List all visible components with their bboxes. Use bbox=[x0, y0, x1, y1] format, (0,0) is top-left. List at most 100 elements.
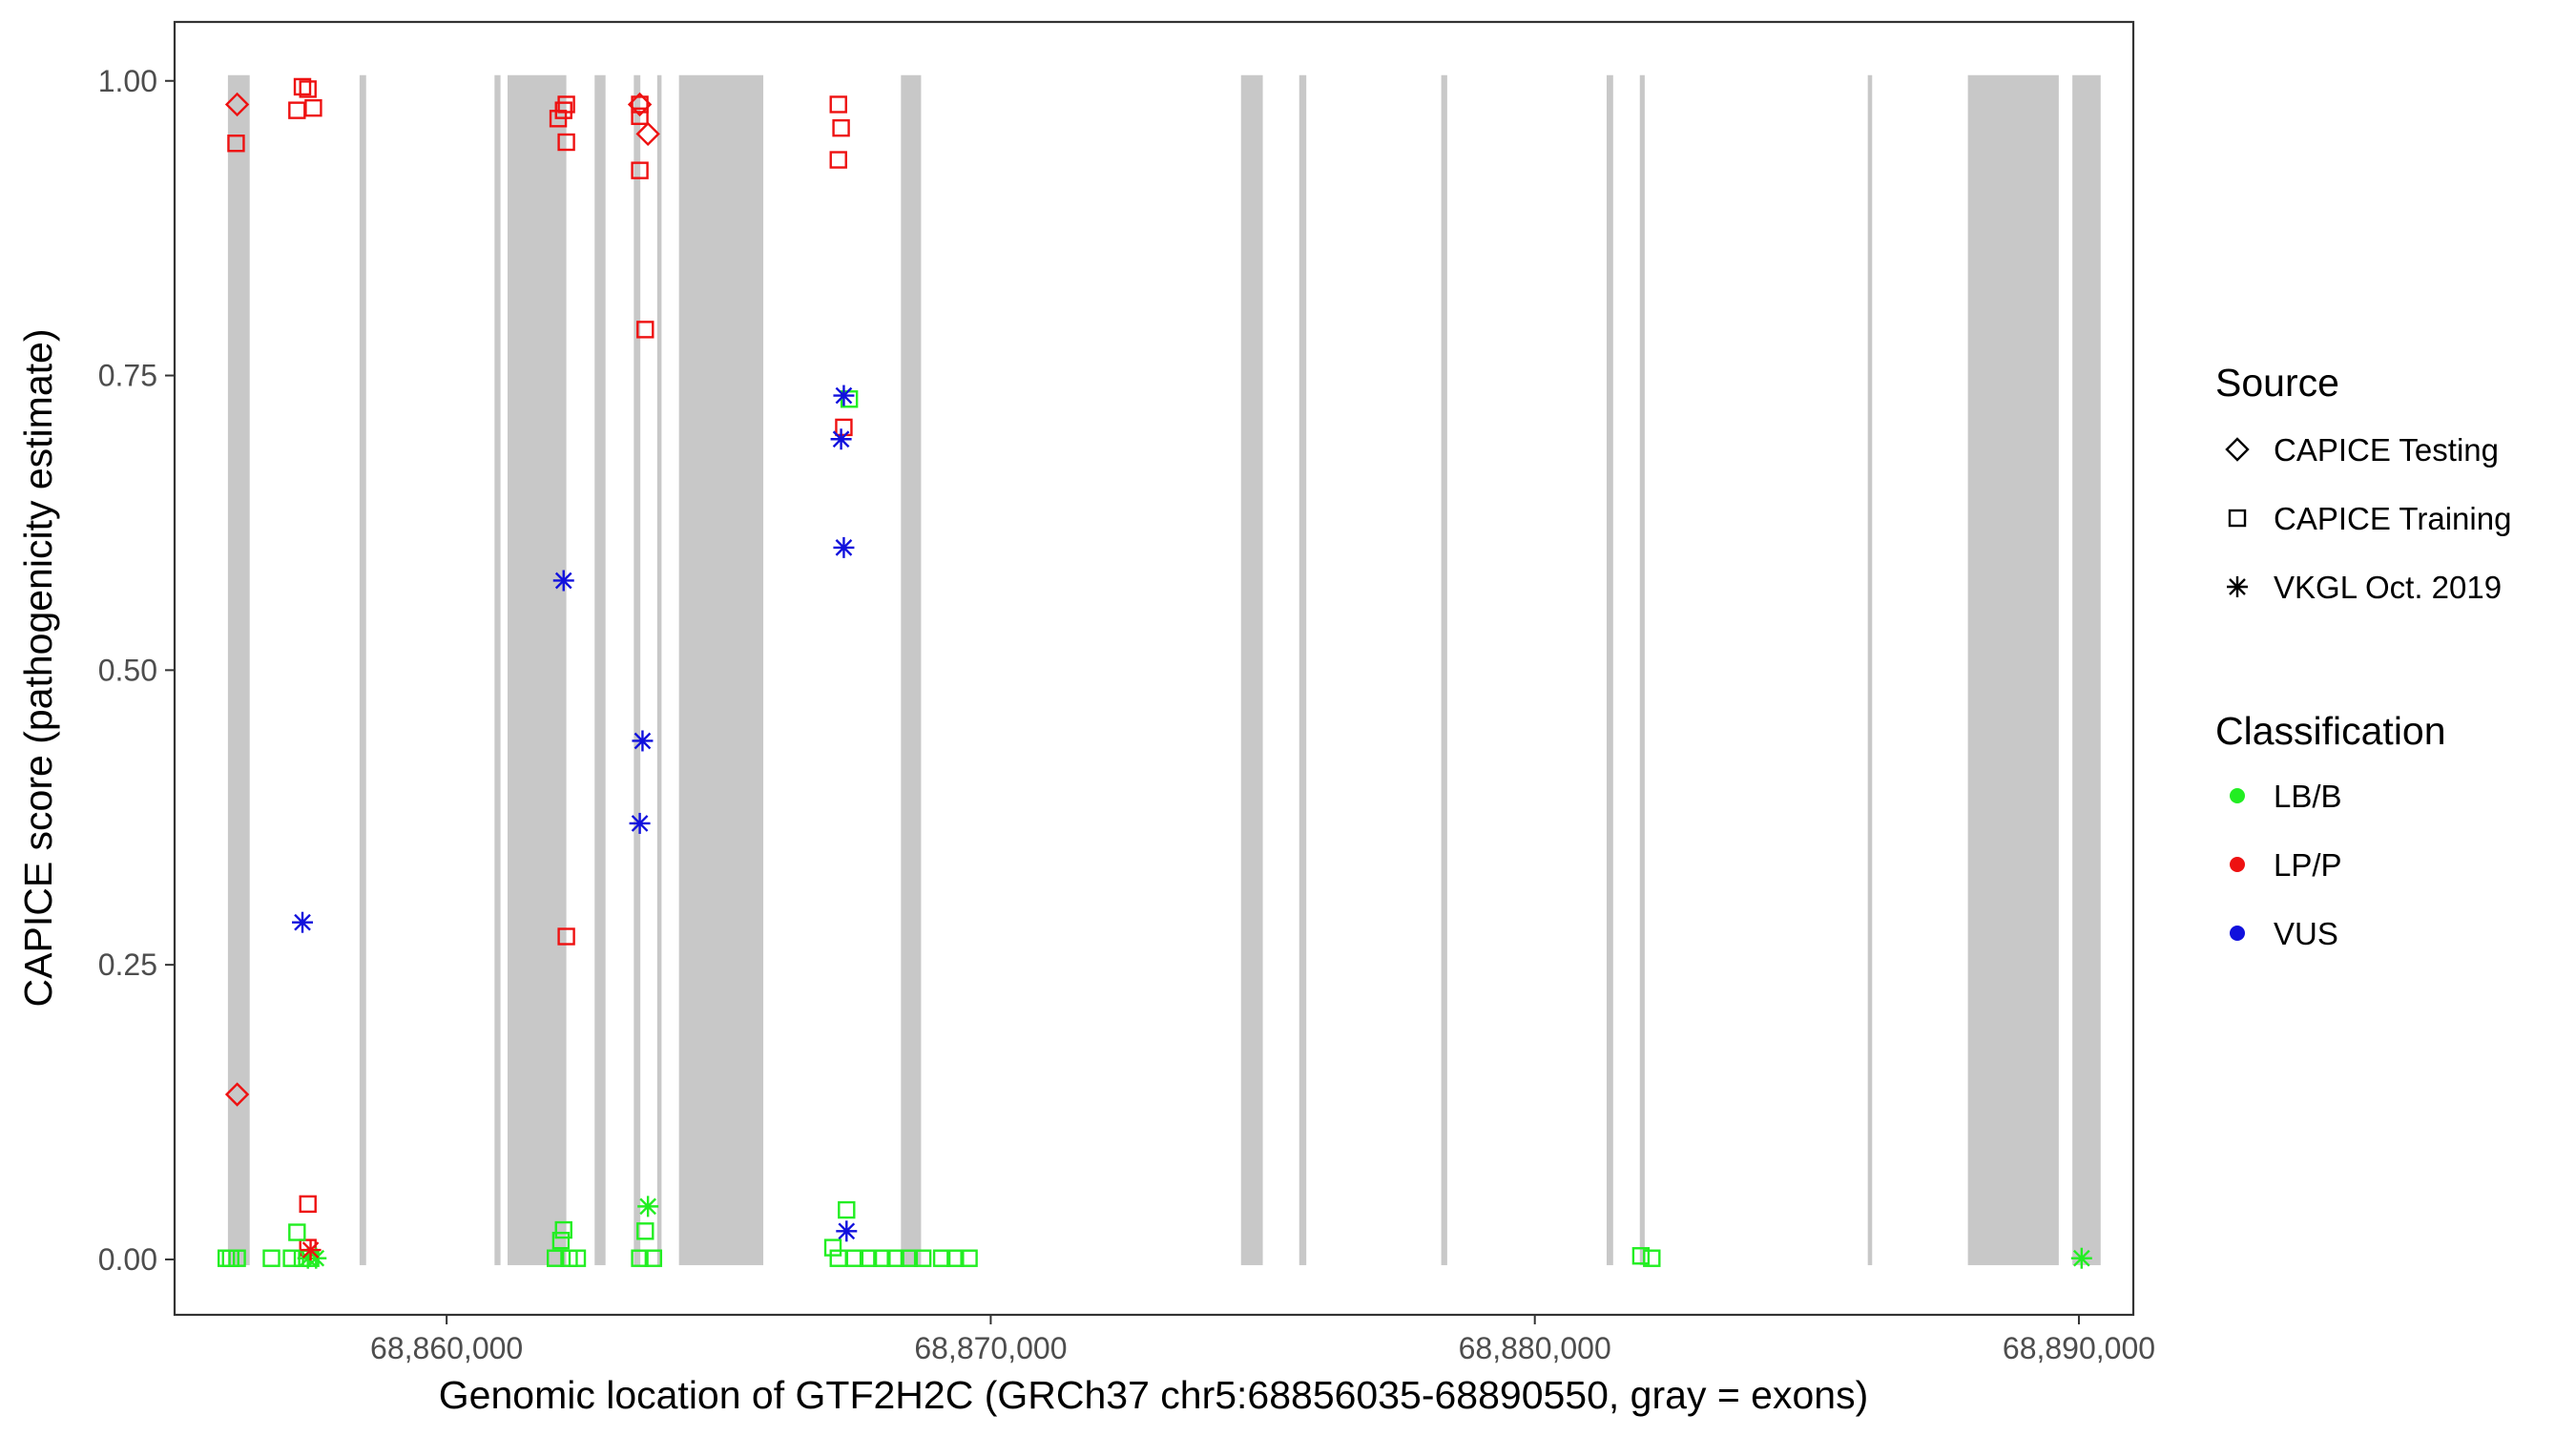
data-point bbox=[557, 95, 575, 114]
data-point bbox=[554, 101, 572, 119]
data-point bbox=[833, 385, 855, 406]
asterisk-stroke bbox=[294, 913, 311, 931]
y-tick-label: 0.25 bbox=[98, 947, 157, 982]
legend-classification-title: Classification bbox=[2215, 709, 2446, 753]
exon-band bbox=[1441, 74, 1447, 1265]
data-point bbox=[557, 927, 575, 946]
exon-band bbox=[494, 74, 501, 1265]
data-point bbox=[631, 161, 649, 179]
legend: Source Classification CAPICE Testing CAPI… bbox=[2215, 361, 2511, 951]
data-point bbox=[873, 1249, 891, 1267]
data-point bbox=[859, 1249, 878, 1267]
axes: 0.00 0.25 0.50 0.75 1.00 68,860,000 68,870,000… bbox=[98, 64, 2155, 1365]
data-point bbox=[631, 1249, 649, 1267]
y-tick-label: 0.00 bbox=[98, 1242, 157, 1277]
plot-panel-border bbox=[173, 20, 2135, 1317]
asterisk-stroke bbox=[832, 430, 850, 448]
asterisk-stroke bbox=[307, 1249, 325, 1267]
data-point bbox=[288, 1223, 306, 1241]
data-point bbox=[262, 1249, 280, 1267]
data-point bbox=[845, 1249, 864, 1267]
data-point bbox=[830, 428, 852, 450]
data-point bbox=[635, 121, 660, 147]
asterisk-stroke bbox=[301, 1241, 320, 1259]
asterisk-stroke bbox=[554, 572, 572, 590]
data-point bbox=[299, 80, 317, 98]
data-point bbox=[292, 911, 314, 933]
exon-band bbox=[1639, 74, 1645, 1265]
data-point bbox=[632, 730, 654, 752]
y-tick-label: 1.00 bbox=[98, 64, 157, 98]
exon-bands bbox=[227, 74, 2101, 1265]
data-point bbox=[304, 98, 322, 117]
data-point bbox=[636, 1222, 654, 1240]
data-point bbox=[946, 1249, 965, 1267]
legend-source-key bbox=[2225, 437, 2250, 462]
legend-class-label: LB/B bbox=[2274, 779, 2342, 814]
x-tick-label: 68,860,000 bbox=[370, 1331, 523, 1365]
data-point bbox=[900, 1249, 919, 1267]
exon-band bbox=[1606, 74, 1613, 1265]
data-point bbox=[568, 1249, 587, 1267]
data-point bbox=[637, 1196, 659, 1217]
asterisk-stroke bbox=[2072, 1249, 2090, 1267]
asterisk-stroke bbox=[2229, 578, 2246, 595]
data-point bbox=[552, 570, 574, 592]
exon-band bbox=[227, 74, 250, 1265]
exon-band bbox=[678, 74, 764, 1265]
data-point bbox=[554, 1220, 572, 1239]
legend-class-key bbox=[2230, 926, 2245, 941]
exon-band bbox=[594, 74, 606, 1265]
x-tick-label: 68,870,000 bbox=[914, 1331, 1067, 1365]
data-point bbox=[551, 1231, 571, 1250]
data-point bbox=[629, 812, 651, 834]
x-tick-label: 68,880,000 bbox=[1459, 1331, 1611, 1365]
legend-class-key bbox=[2230, 788, 2245, 803]
asterisk-stroke bbox=[835, 539, 853, 556]
exon-band bbox=[1867, 74, 1873, 1265]
data-point bbox=[636, 321, 654, 339]
exon-band bbox=[359, 74, 366, 1265]
exon-band bbox=[2072, 74, 2101, 1265]
data-point bbox=[228, 1249, 246, 1267]
exon-band bbox=[1240, 74, 1263, 1265]
legend-class-label: VUS bbox=[2274, 916, 2338, 951]
data-point bbox=[836, 1220, 858, 1242]
data-points bbox=[217, 77, 2092, 1269]
data-point bbox=[932, 1249, 951, 1267]
data-point bbox=[960, 1249, 978, 1267]
exon-band bbox=[634, 74, 641, 1265]
data-point bbox=[293, 77, 312, 96]
legend-source-label: CAPICE Training bbox=[2274, 501, 2511, 536]
data-point bbox=[224, 1082, 250, 1107]
data-point bbox=[833, 536, 855, 558]
asterisk-stroke bbox=[634, 732, 652, 750]
y-tick-label: 0.50 bbox=[98, 653, 157, 687]
data-point bbox=[299, 1195, 317, 1214]
data-point bbox=[631, 107, 649, 126]
y-axis-label: CAPICE score (pathogenicity estimate) bbox=[16, 329, 60, 1008]
data-point bbox=[829, 95, 847, 114]
y-tick-label: 0.75 bbox=[98, 359, 157, 393]
asterisk-stroke bbox=[631, 815, 649, 832]
legend-source-title: Source bbox=[2215, 361, 2339, 405]
exon-band bbox=[508, 74, 567, 1265]
asterisk-stroke bbox=[835, 386, 853, 405]
data-point bbox=[224, 92, 250, 117]
data-point bbox=[1631, 1247, 1651, 1265]
data-point bbox=[546, 1249, 565, 1267]
exon-band bbox=[901, 74, 922, 1265]
data-point bbox=[557, 133, 575, 152]
data-point bbox=[300, 1239, 322, 1261]
legend-source-key bbox=[2227, 576, 2248, 597]
legend-source-key bbox=[2228, 509, 2247, 528]
x-tick-label: 68,890,000 bbox=[2003, 1331, 2155, 1365]
legend-source-label: CAPICE Testing bbox=[2274, 432, 2499, 468]
data-point bbox=[913, 1249, 932, 1267]
asterisk-stroke bbox=[639, 1197, 656, 1216]
x-axis-label: Genomic location of GTF2H2C (GRCh37 chr5… bbox=[439, 1373, 1868, 1417]
legend-class-key bbox=[2230, 857, 2245, 872]
